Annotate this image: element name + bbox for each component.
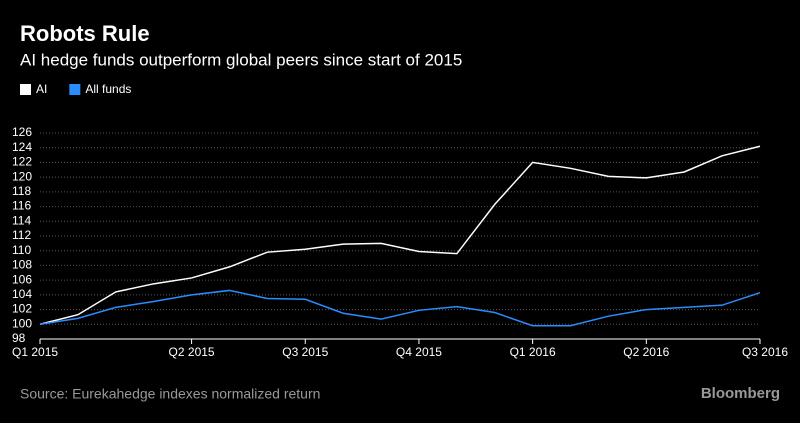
y-tick-label: 126 — [12, 125, 32, 139]
y-tick-label: 106 — [12, 272, 32, 286]
legend-label: AI — [36, 82, 47, 96]
legend-label: All funds — [85, 82, 131, 96]
y-tick-label: 100 — [12, 316, 32, 330]
x-tick-label: Q3 2015 — [282, 345, 328, 359]
y-tick-label: 102 — [12, 302, 32, 316]
y-tick-label: 120 — [12, 169, 32, 183]
y-tick-label: 116 — [12, 199, 31, 213]
y-tick-label: 122 — [12, 155, 32, 169]
y-tick-label: 108 — [12, 258, 32, 272]
brand: Bloomberg — [701, 385, 780, 402]
line-series — [39, 145, 761, 326]
x-tick-label: Q2 2015 — [169, 345, 215, 359]
y-tick-label: 112 — [12, 228, 31, 242]
y-tick-label: 124 — [12, 140, 32, 154]
source: Source: Eurekahedge indexes normalized r… — [20, 386, 320, 402]
line-series — [39, 289, 761, 327]
legend-swatch — [20, 84, 31, 95]
y-tick-label: 114 — [12, 213, 31, 227]
y-tick-label: 110 — [12, 243, 31, 257]
chart-title: Robots Rule — [20, 21, 150, 46]
y-tick-label: 98 — [12, 331, 26, 345]
legend-swatch — [69, 84, 81, 95]
x-tick-label: Q2 2016 — [623, 345, 669, 359]
x-tick-label: Q1 2015 — [12, 345, 58, 359]
y-tick-label: 118 — [12, 184, 31, 198]
x-tick-label: Q4 2015 — [396, 345, 442, 359]
chart-subtitle: AI hedge funds outperform global peers s… — [20, 50, 462, 69]
x-tick-label: Q1 2016 — [510, 345, 556, 359]
y-tick-label: 104 — [12, 287, 32, 301]
x-tick-label: Q3 2016 — [742, 345, 788, 359]
